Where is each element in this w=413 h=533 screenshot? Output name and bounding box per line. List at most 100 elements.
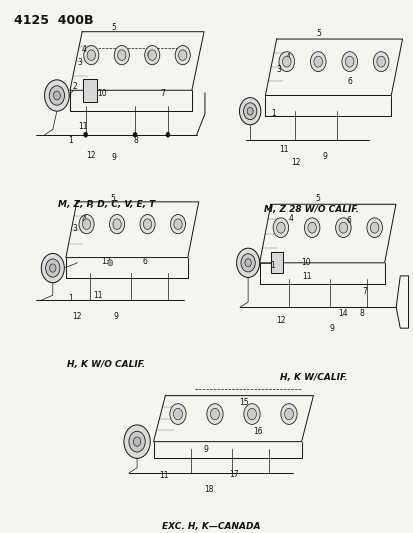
Circle shape: [113, 219, 121, 229]
Text: 9: 9: [113, 312, 118, 321]
Circle shape: [170, 215, 185, 234]
Circle shape: [366, 218, 382, 238]
Text: 12: 12: [290, 158, 299, 167]
Text: 16: 16: [253, 427, 263, 435]
Circle shape: [45, 259, 60, 277]
Circle shape: [133, 132, 137, 138]
Text: 18: 18: [204, 485, 213, 494]
Circle shape: [79, 215, 94, 234]
Circle shape: [244, 259, 251, 267]
Circle shape: [128, 431, 145, 452]
Circle shape: [239, 98, 260, 125]
Text: 11: 11: [302, 272, 311, 281]
Circle shape: [310, 52, 325, 71]
Text: 12: 12: [275, 317, 285, 325]
Circle shape: [173, 219, 182, 229]
Text: 7: 7: [160, 89, 164, 98]
Text: 11: 11: [159, 471, 168, 480]
Text: 13: 13: [101, 257, 111, 266]
Circle shape: [247, 408, 256, 419]
Circle shape: [53, 91, 60, 100]
Circle shape: [109, 215, 124, 234]
Text: 7: 7: [362, 287, 366, 296]
Circle shape: [108, 260, 113, 266]
Text: 4: 4: [82, 215, 87, 224]
Circle shape: [114, 45, 129, 64]
Text: 3: 3: [77, 58, 82, 67]
Circle shape: [307, 222, 316, 233]
Circle shape: [280, 403, 297, 424]
Circle shape: [370, 222, 378, 233]
Text: 4: 4: [82, 45, 87, 54]
Circle shape: [82, 219, 90, 229]
Circle shape: [175, 45, 190, 64]
Text: 4125  400B: 4125 400B: [14, 14, 93, 28]
Circle shape: [145, 45, 159, 64]
Circle shape: [45, 80, 69, 111]
Circle shape: [335, 218, 350, 238]
Circle shape: [166, 132, 170, 138]
Circle shape: [41, 253, 64, 282]
Text: 5: 5: [112, 23, 116, 32]
Text: 9: 9: [322, 152, 327, 161]
Circle shape: [123, 425, 150, 458]
Circle shape: [210, 408, 219, 419]
Text: 1: 1: [68, 136, 73, 146]
Circle shape: [243, 403, 259, 424]
Text: H, K W/CALIF.: H, K W/CALIF.: [280, 373, 347, 382]
Circle shape: [313, 56, 322, 67]
Circle shape: [148, 50, 156, 60]
Circle shape: [50, 264, 56, 272]
Circle shape: [284, 408, 293, 419]
Text: 6: 6: [147, 51, 151, 60]
Circle shape: [341, 52, 357, 71]
Circle shape: [236, 248, 259, 278]
FancyBboxPatch shape: [83, 78, 97, 102]
Text: 10: 10: [300, 258, 310, 267]
Circle shape: [344, 56, 353, 67]
Circle shape: [373, 52, 388, 71]
Circle shape: [140, 215, 155, 234]
Text: 11: 11: [93, 290, 103, 300]
Text: 14: 14: [337, 309, 347, 318]
Text: 1: 1: [68, 294, 73, 303]
Text: 6: 6: [142, 257, 147, 266]
Circle shape: [338, 222, 347, 233]
Circle shape: [49, 86, 64, 105]
Text: 9: 9: [203, 445, 208, 454]
Circle shape: [83, 45, 99, 64]
Text: 9: 9: [329, 324, 334, 333]
Circle shape: [243, 103, 256, 119]
Text: 11: 11: [278, 145, 288, 154]
Text: 4: 4: [288, 214, 293, 223]
Text: M, Z 28 W/O CALIF.: M, Z 28 W/O CALIF.: [264, 205, 358, 214]
Circle shape: [83, 132, 88, 138]
Circle shape: [278, 52, 294, 71]
Text: 12: 12: [71, 312, 81, 321]
Text: M, Z, P, D, C, V, E, T: M, Z, P, D, C, V, E, T: [57, 200, 154, 209]
Circle shape: [117, 50, 126, 60]
Circle shape: [240, 254, 255, 272]
Text: 15: 15: [239, 398, 248, 407]
Circle shape: [173, 408, 182, 419]
Circle shape: [169, 403, 186, 424]
Text: 6: 6: [347, 77, 352, 86]
Circle shape: [276, 222, 285, 233]
Text: 17: 17: [228, 470, 238, 479]
Circle shape: [178, 50, 186, 60]
Text: 5: 5: [316, 29, 321, 38]
Circle shape: [247, 107, 253, 115]
Circle shape: [206, 403, 223, 424]
Text: 3: 3: [278, 225, 283, 234]
Text: 8: 8: [358, 309, 363, 318]
Text: 9: 9: [112, 154, 116, 163]
Text: 2: 2: [72, 82, 77, 91]
Text: 11: 11: [78, 122, 87, 131]
Text: 1: 1: [270, 262, 275, 270]
Text: 4: 4: [285, 53, 290, 62]
Text: 1: 1: [271, 109, 275, 117]
Text: 3: 3: [72, 224, 77, 233]
Text: 12: 12: [85, 151, 95, 160]
Text: 10: 10: [97, 89, 107, 98]
Text: 5: 5: [110, 194, 115, 203]
